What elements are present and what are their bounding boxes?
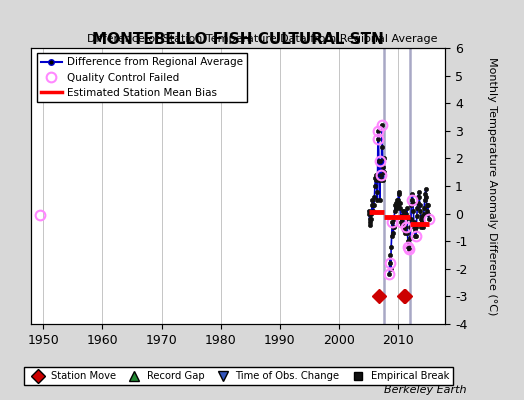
Text: Difference of Station Temperature Data from Regional Average: Difference of Station Temperature Data f… bbox=[87, 34, 437, 44]
Legend: Difference from Regional Average, Quality Control Failed, Estimated Station Mean: Difference from Regional Average, Qualit… bbox=[37, 53, 247, 102]
Text: Berkeley Earth: Berkeley Earth bbox=[384, 385, 466, 395]
Y-axis label: Monthly Temperature Anomaly Difference (°C): Monthly Temperature Anomaly Difference (… bbox=[487, 57, 497, 315]
Title: MONTEBELLO FISH CULTURAL STN: MONTEBELLO FISH CULTURAL STN bbox=[92, 32, 385, 47]
